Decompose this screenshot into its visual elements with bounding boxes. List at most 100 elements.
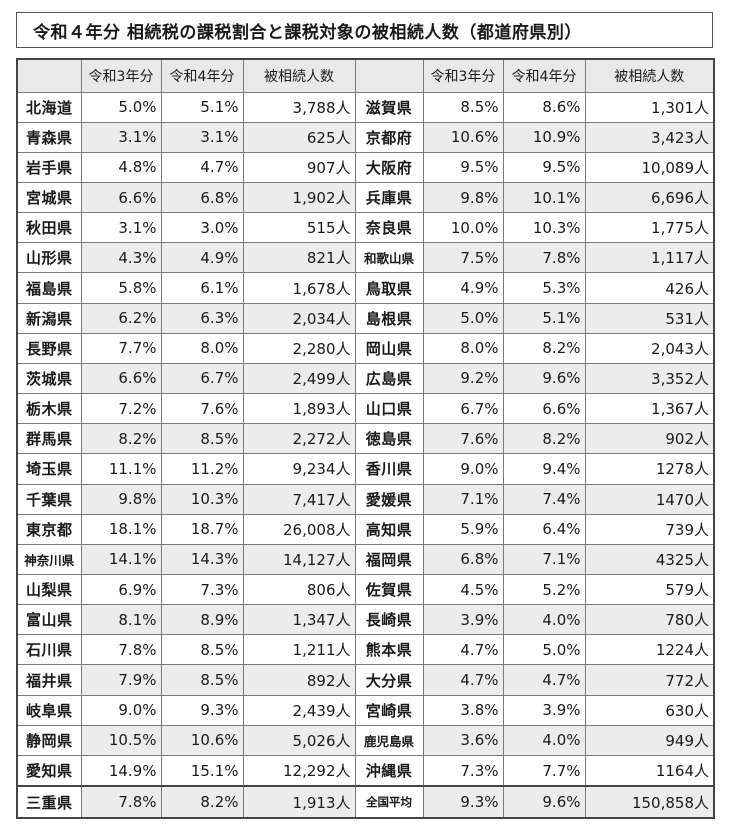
ratio-r4: 7.7% <box>502 754 586 787</box>
prefecture-name: 青森県 <box>16 121 82 153</box>
table-row: 岐阜県 9.0% 9.3% 2,439人 宮崎県 3.8% 3.9% 630人 <box>16 694 715 726</box>
prefecture-name: 鳥取県 <box>354 272 424 304</box>
header-cell <box>354 58 424 93</box>
table-row: 千葉県 9.8% 10.3% 7,417人 愛媛県 7.1% 7.4% 1470人 <box>16 483 715 515</box>
decedent-count: 907人 <box>242 151 356 183</box>
ratio-r3: 6.9% <box>80 573 162 606</box>
ratio-r3: 7.9% <box>80 664 162 696</box>
ratio-r3: 6.8% <box>422 543 504 576</box>
decedent-count: 150,858人 <box>584 785 715 819</box>
ratio-r3: 3.9% <box>422 604 504 636</box>
table-row: 秋田県 3.1% 3.0% 515人 奈良県 10.0% 10.3% 1,775人 <box>16 212 715 244</box>
ratio-r3: 7.5% <box>422 242 504 274</box>
prefecture-name: 宮崎県 <box>354 694 424 726</box>
prefecture-name: 北海道 <box>16 91 82 123</box>
table-row: 神奈川県 14.1% 14.3% 14,127人 福岡県 6.8% 7.1% 4325人 <box>16 543 715 576</box>
prefecture-name: 福井県 <box>16 664 82 696</box>
ratio-r4: 9.3% <box>160 694 244 726</box>
prefecture-name: 群馬県 <box>16 423 82 455</box>
ratio-r3: 5.0% <box>80 91 162 123</box>
prefecture-name: 宮城県 <box>16 181 82 214</box>
table-body: 北海道 5.0% 5.1% 3,788人 滋賀県 8.5% 8.6% 1,301人 青森県 3.1… <box>16 91 715 819</box>
decedent-count: 1164人 <box>584 754 715 787</box>
ratio-r4: 7.8% <box>502 242 586 274</box>
prefecture-name: 全国平均 <box>354 785 424 819</box>
ratio-r3: 6.2% <box>80 302 162 334</box>
decedent-count: 625人 <box>242 121 356 153</box>
ratio-r3: 6.6% <box>80 362 162 395</box>
ratio-r3: 18.1% <box>80 513 162 545</box>
decedent-count: 1,301人 <box>584 91 715 123</box>
decedent-count: 772人 <box>584 664 715 696</box>
ratio-r4: 5.1% <box>160 91 244 123</box>
ratio-r3: 4.9% <box>422 272 504 304</box>
prefecture-name: 島根県 <box>354 302 424 334</box>
ratio-r4: 7.3% <box>160 573 244 606</box>
prefecture-name: 栃木県 <box>16 393 82 425</box>
decedent-count: 1470人 <box>584 483 715 515</box>
table-row: 北海道 5.0% 5.1% 3,788人 滋賀県 8.5% 8.6% 1,301人 <box>16 91 715 123</box>
ratio-r3: 4.8% <box>80 151 162 183</box>
ratio-r4: 6.8% <box>160 181 244 214</box>
decedent-count: 2,043人 <box>584 332 715 364</box>
prefecture-name: 大分県 <box>354 664 424 696</box>
prefecture-name: 岐阜県 <box>16 694 82 726</box>
decedent-count: 806人 <box>242 573 356 606</box>
ratio-r4: 8.0% <box>160 332 244 364</box>
decedent-count: 10,089人 <box>584 151 715 183</box>
decedent-count: 1,367人 <box>584 393 715 425</box>
decedent-count: 2,439人 <box>242 694 356 726</box>
table-row: 静岡県 10.5% 10.6% 5,026人 鹿児島県 3.6% 4.0% 949人 <box>16 724 715 756</box>
ratio-r3: 7.3% <box>422 754 504 787</box>
ratio-r4: 5.1% <box>502 302 586 334</box>
decedent-count: 579人 <box>584 573 715 606</box>
decedent-count: 1,117人 <box>584 242 715 274</box>
table-row: 福井県 7.9% 8.5% 892人 大分県 4.7% 4.7% 772人 <box>16 664 715 696</box>
table-row: 福島県 5.8% 6.1% 1,678人 鳥取県 4.9% 5.3% 426人 <box>16 272 715 304</box>
decedent-count: 426人 <box>584 272 715 304</box>
ratio-r3: 9.8% <box>80 483 162 515</box>
ratio-r4: 10.9% <box>502 121 586 153</box>
prefecture-name: 長崎県 <box>354 604 424 636</box>
decedent-count: 7,417人 <box>242 483 356 515</box>
ratio-r3: 9.0% <box>80 694 162 726</box>
decedent-count: 739人 <box>584 513 715 545</box>
table-row: 群馬県 8.2% 8.5% 2,272人 徳島県 7.6% 8.2% 902人 <box>16 423 715 455</box>
decedent-count: 949人 <box>584 724 715 756</box>
decedent-count: 515人 <box>242 212 356 244</box>
table-row: 東京都 18.1% 18.7% 26,008人 高知県 5.9% 6.4% 739人 <box>16 513 715 545</box>
ratio-r4: 6.7% <box>160 362 244 395</box>
decedent-count: 12,292人 <box>242 754 356 787</box>
prefecture-name: 山形県 <box>16 242 82 274</box>
ratio-r3: 4.3% <box>80 242 162 274</box>
ratio-r3: 4.5% <box>422 573 504 606</box>
ratio-r3: 7.8% <box>80 785 162 819</box>
prefecture-name: 奈良県 <box>354 212 424 244</box>
table-row: 石川県 7.8% 8.5% 1,211人 熊本県 4.7% 5.0% 1224人 <box>16 634 715 666</box>
decedent-count: 1,347人 <box>242 604 356 636</box>
ratio-r3: 8.0% <box>422 332 504 364</box>
decedent-count: 1224人 <box>584 634 715 666</box>
ratio-r3: 4.7% <box>422 634 504 666</box>
ratio-r3: 4.7% <box>422 664 504 696</box>
prefecture-name: 埼玉県 <box>16 453 82 485</box>
ratio-r4: 18.7% <box>160 513 244 545</box>
ratio-r3: 6.7% <box>422 393 504 425</box>
ratio-r3: 9.5% <box>422 151 504 183</box>
prefecture-name: 千葉県 <box>16 483 82 515</box>
ratio-r4: 10.3% <box>502 212 586 244</box>
ratio-r4: 14.3% <box>160 543 244 576</box>
prefecture-name: 岡山県 <box>354 332 424 364</box>
decedent-count: 902人 <box>584 423 715 455</box>
ratio-r3: 9.0% <box>422 453 504 485</box>
header-cell: 被相続人数 <box>584 58 715 93</box>
ratio-r3: 7.7% <box>80 332 162 364</box>
prefecture-name: 福岡県 <box>354 543 424 576</box>
prefecture-name: 石川県 <box>16 634 82 666</box>
decedent-count: 6,696人 <box>584 181 715 214</box>
ratio-r4: 6.6% <box>502 393 586 425</box>
ratio-r4: 4.0% <box>502 604 586 636</box>
ratio-r4: 4.7% <box>502 664 586 696</box>
header-cell: 令和3年分 <box>422 58 504 93</box>
ratio-r3: 3.6% <box>422 724 504 756</box>
